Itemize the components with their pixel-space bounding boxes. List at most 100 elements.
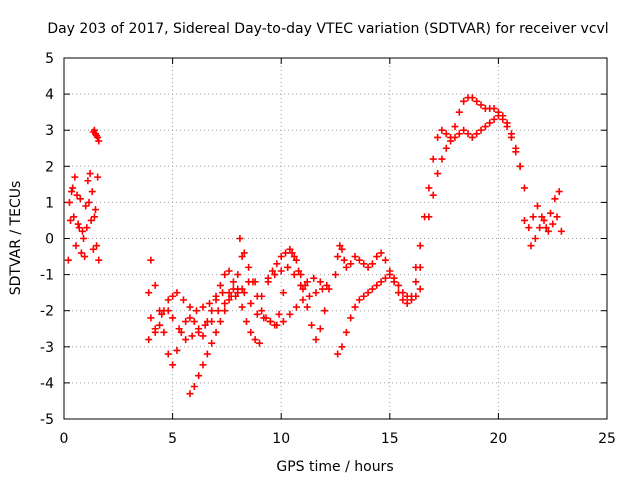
data-point [494, 108, 502, 116]
data-point [538, 213, 546, 221]
data-point [455, 130, 463, 138]
data-point [158, 310, 166, 318]
chart-title: Day 203 of 2017, Sidereal Day-to-day VTE… [47, 21, 608, 37]
data-point [451, 133, 459, 141]
data-point [214, 307, 222, 315]
data-point [316, 278, 324, 286]
data-point [76, 195, 84, 203]
data-point [477, 101, 485, 109]
data-point [182, 318, 190, 326]
series-segment-c [147, 256, 263, 369]
data-point [284, 263, 292, 271]
data-point [323, 281, 331, 289]
data-point [245, 263, 253, 271]
data-point [527, 242, 535, 250]
data-point [303, 278, 311, 286]
data-point [481, 123, 489, 131]
data-point [77, 249, 85, 257]
data-point [318, 285, 326, 293]
data-point [206, 299, 214, 307]
data-point [277, 253, 285, 261]
data-point [425, 213, 433, 221]
data-point [203, 350, 211, 358]
data-point [234, 271, 242, 279]
data-point [351, 253, 359, 261]
x-tick-label: 15 [381, 431, 399, 447]
data-point [332, 271, 339, 279]
series-segment-l [527, 213, 565, 250]
data-point [271, 321, 279, 329]
data-point [342, 263, 350, 271]
data-point [512, 144, 520, 152]
data-point [71, 173, 79, 181]
data-point [221, 271, 229, 279]
series-early-cluster-b [65, 173, 102, 261]
data-point [299, 285, 307, 293]
data-point [310, 274, 318, 282]
data-point [347, 314, 355, 322]
y-tick-label: 1 [45, 195, 54, 211]
data-point [190, 383, 198, 391]
data-point [186, 314, 194, 322]
data-point [373, 253, 381, 261]
data-point [403, 299, 411, 307]
data-point [164, 296, 172, 304]
data-point [271, 271, 279, 279]
data-point [442, 130, 450, 138]
data-point [199, 303, 207, 311]
data-point [520, 184, 528, 192]
data-point [188, 332, 196, 340]
x-tick-label: 20 [489, 431, 507, 447]
data-point [95, 256, 103, 264]
data-point [557, 227, 565, 235]
data-point [429, 191, 437, 199]
data-point [408, 296, 416, 304]
data-point [240, 289, 248, 297]
data-point [236, 235, 244, 242]
data-point [305, 292, 313, 300]
data-point [208, 339, 216, 347]
data-point [416, 242, 424, 250]
data-point [416, 285, 424, 293]
data-point [342, 328, 350, 336]
data-point [95, 137, 103, 145]
data-point [266, 318, 274, 326]
series-segment-j [425, 94, 528, 221]
x-tick-label: 0 [60, 431, 69, 447]
data-point [542, 224, 550, 232]
axis-layer: 0 5 10 15 20 25 -5 -4 -3 -2 -1 0 1 2 3 4 5 [40, 51, 616, 447]
data-point [490, 115, 498, 123]
data-point [251, 336, 259, 344]
data-point [160, 328, 168, 336]
data-point [292, 256, 300, 264]
data-point [464, 130, 472, 138]
data-point [156, 307, 164, 315]
data-point [503, 119, 511, 127]
data-point [227, 292, 235, 300]
data-point [394, 281, 402, 289]
data-point [399, 296, 407, 304]
grid-layer [64, 58, 607, 419]
data-point [364, 263, 372, 271]
data-point [88, 188, 96, 196]
data-point [156, 321, 164, 329]
data-point [340, 256, 348, 264]
data-point [455, 108, 463, 116]
data-point [360, 292, 368, 300]
data-point [377, 249, 385, 257]
data-point [229, 278, 237, 286]
data-point [544, 227, 552, 235]
data-point [447, 137, 455, 145]
data-point [468, 133, 476, 141]
y-tick-label: 0 [45, 232, 54, 248]
data-point [425, 184, 433, 192]
data-point [295, 267, 303, 275]
data-point [240, 249, 248, 257]
series-early-spike [89, 126, 103, 145]
data-point [212, 328, 220, 336]
data-point [473, 130, 481, 138]
data-point [234, 289, 242, 297]
data-point [275, 310, 283, 318]
data-point [169, 361, 177, 369]
plot-frame [63, 57, 608, 420]
